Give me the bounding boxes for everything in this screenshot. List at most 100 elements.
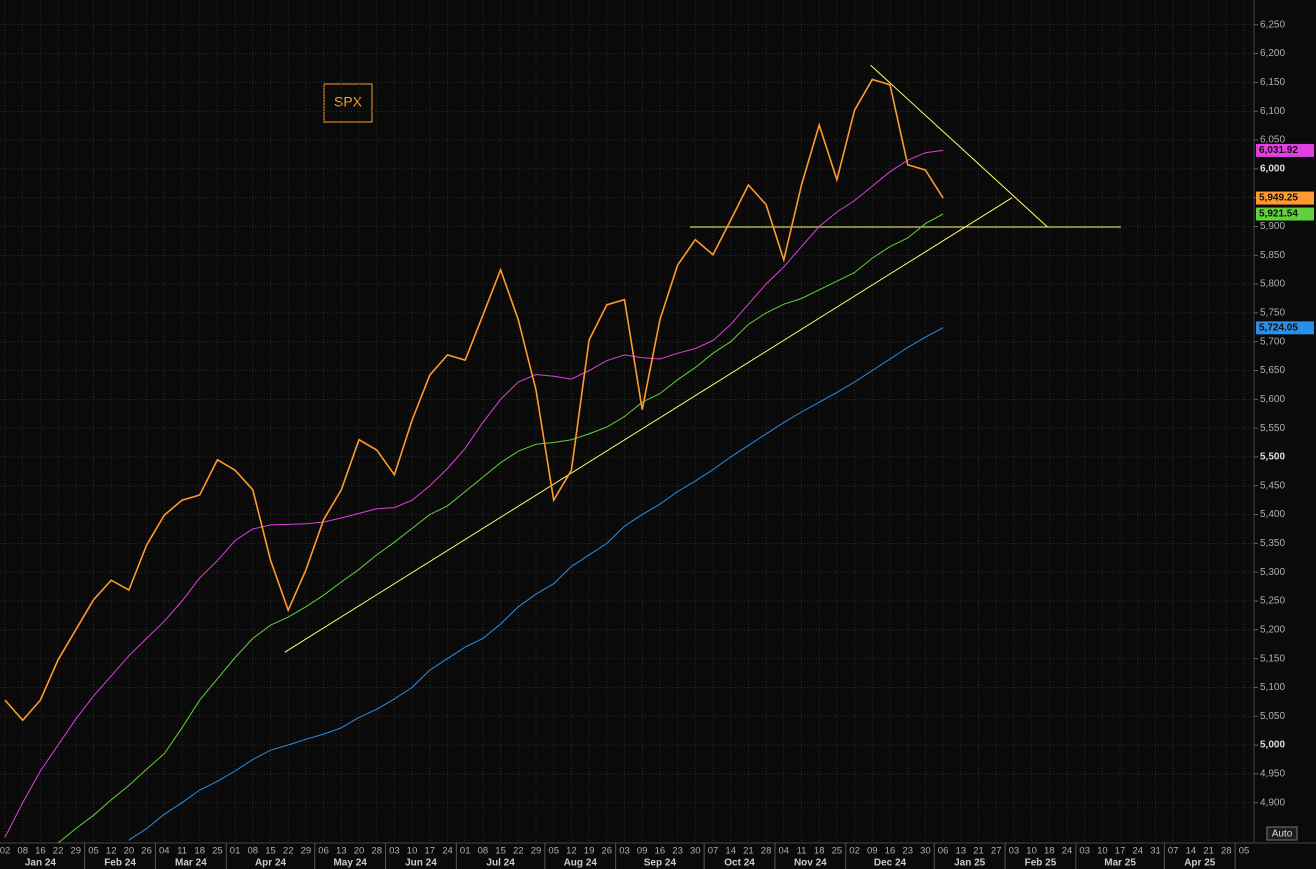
x-tick-label: 23 bbox=[672, 846, 683, 857]
month-label: Nov 24 bbox=[794, 858, 827, 869]
x-tick-label: 08 bbox=[478, 846, 489, 857]
y-tick-label: 6,250 bbox=[1260, 19, 1285, 30]
x-tick-label: 06 bbox=[318, 846, 329, 857]
x-tick-label: 10 bbox=[1097, 846, 1108, 857]
y-tick-label: 5,700 bbox=[1260, 336, 1285, 347]
x-tick-label: 21 bbox=[973, 846, 984, 857]
last-value-box bbox=[1256, 191, 1314, 205]
x-tick-label: 28 bbox=[761, 846, 772, 857]
x-tick-label: 29 bbox=[301, 846, 312, 857]
y-tick-label: 5,400 bbox=[1260, 509, 1285, 520]
y-tick-label: 4,900 bbox=[1260, 797, 1285, 808]
series-line bbox=[57, 213, 944, 843]
month-label: Aug 24 bbox=[564, 858, 598, 869]
x-tick-label: 01 bbox=[460, 846, 471, 857]
trend-line bbox=[284, 197, 1013, 653]
y-tick-label: 5,600 bbox=[1260, 394, 1285, 405]
month-label: Apr 24 bbox=[255, 858, 287, 869]
y-tick-label: 5,450 bbox=[1260, 480, 1285, 491]
x-tick-label: 20 bbox=[124, 846, 135, 857]
y-tick-label: 5,250 bbox=[1260, 596, 1285, 607]
month-label: Jan 25 bbox=[954, 858, 986, 869]
x-tick-label: 03 bbox=[619, 846, 630, 857]
x-tick-label: 05 bbox=[1239, 846, 1250, 857]
last-value-box bbox=[1256, 321, 1314, 335]
y-tick-label: 5,750 bbox=[1260, 308, 1285, 319]
y-tick-label: 5,300 bbox=[1260, 567, 1285, 578]
last-value-label: 5,921.54 bbox=[1259, 209, 1298, 220]
y-tick-label: 6,100 bbox=[1260, 106, 1285, 117]
x-tick-label: 09 bbox=[867, 846, 878, 857]
x-tick-label: 16 bbox=[885, 846, 896, 857]
x-tick-label: 01 bbox=[230, 846, 241, 857]
y-tick-label: 6,300 bbox=[1260, 0, 1285, 2]
x-tick-label: 03 bbox=[1009, 846, 1020, 857]
series-line bbox=[4, 78, 944, 722]
x-tick-label: 07 bbox=[708, 846, 719, 857]
x-tick-label: 05 bbox=[548, 846, 559, 857]
x-tick-label: 24 bbox=[442, 846, 453, 857]
auto-button[interactable] bbox=[1266, 826, 1298, 841]
month-label: Oct 24 bbox=[724, 858, 755, 869]
x-tick-label: 14 bbox=[1186, 846, 1197, 857]
x-tick-label: 17 bbox=[1115, 846, 1126, 857]
plot-area bbox=[0, 0, 1254, 843]
x-tick-label: 14 bbox=[725, 846, 736, 857]
y-tick-label: 5,150 bbox=[1260, 653, 1285, 664]
x-tick-label: 10 bbox=[1026, 846, 1037, 857]
x-tick-label: 27 bbox=[991, 846, 1002, 857]
y-tick-label: 6,200 bbox=[1260, 48, 1285, 59]
x-tick-label: 08 bbox=[248, 846, 259, 857]
x-tick-label: 25 bbox=[212, 846, 223, 857]
series-line bbox=[4, 149, 944, 838]
last-value-label: 6,031.92 bbox=[1259, 145, 1298, 156]
month-label: Feb 24 bbox=[104, 858, 136, 869]
x-tick-label: 29 bbox=[531, 846, 542, 857]
x-tick-label: 31 bbox=[1150, 846, 1161, 857]
last-value-label: 5,724.05 bbox=[1259, 322, 1298, 333]
last-value-box bbox=[1256, 207, 1314, 221]
auto-button-label[interactable]: Auto bbox=[1272, 829, 1293, 840]
x-tick-label: 16 bbox=[35, 846, 46, 857]
x-tick-label: 03 bbox=[389, 846, 400, 857]
x-tick-label: 05 bbox=[88, 846, 99, 857]
x-tick-label: 21 bbox=[743, 846, 754, 857]
y-tick-label: 4,950 bbox=[1260, 768, 1285, 779]
month-label: Jul 24 bbox=[486, 858, 515, 869]
y-tick-label: 5,900 bbox=[1260, 221, 1285, 232]
y-tick-label: 5,550 bbox=[1260, 423, 1285, 434]
x-tick-label: 07 bbox=[1168, 846, 1179, 857]
x-tick-label: 29 bbox=[71, 846, 82, 857]
x-tick-label: 28 bbox=[1221, 846, 1232, 857]
x-tick-label: 24 bbox=[1062, 846, 1073, 857]
x-tick-label: 13 bbox=[336, 846, 347, 857]
x-tick-label: 11 bbox=[797, 846, 807, 857]
month-label: Apr 25 bbox=[1184, 858, 1216, 869]
month-label: Mar 25 bbox=[1104, 858, 1136, 869]
series-line bbox=[128, 327, 944, 841]
trend-line bbox=[870, 64, 1048, 228]
month-label: Dec 24 bbox=[874, 858, 907, 869]
y-tick-label: 5,000 bbox=[1260, 740, 1285, 751]
x-tick-label: 25 bbox=[832, 846, 843, 857]
y-tick-label: 5,100 bbox=[1260, 682, 1285, 693]
y-tick-label: 5,650 bbox=[1260, 365, 1285, 376]
x-tick-label: 02 bbox=[0, 846, 10, 857]
x-tick-label: 08 bbox=[17, 846, 28, 857]
x-tick-label: 13 bbox=[956, 846, 967, 857]
x-tick-label: 26 bbox=[141, 846, 152, 857]
x-tick-label: 26 bbox=[602, 846, 613, 857]
x-tick-label: 16 bbox=[655, 846, 666, 857]
x-tick-label: 12 bbox=[106, 846, 117, 857]
x-tick-label: 21 bbox=[1203, 846, 1214, 857]
x-tick-label: 15 bbox=[495, 846, 506, 857]
month-label: Feb 25 bbox=[1025, 858, 1057, 869]
y-tick-label: 5,350 bbox=[1260, 538, 1285, 549]
x-tick-label: 09 bbox=[637, 846, 648, 857]
month-label: Mar 24 bbox=[175, 858, 207, 869]
x-tick-label: 06 bbox=[938, 846, 949, 857]
x-tick-label: 20 bbox=[354, 846, 365, 857]
x-tick-label: 17 bbox=[425, 846, 436, 857]
